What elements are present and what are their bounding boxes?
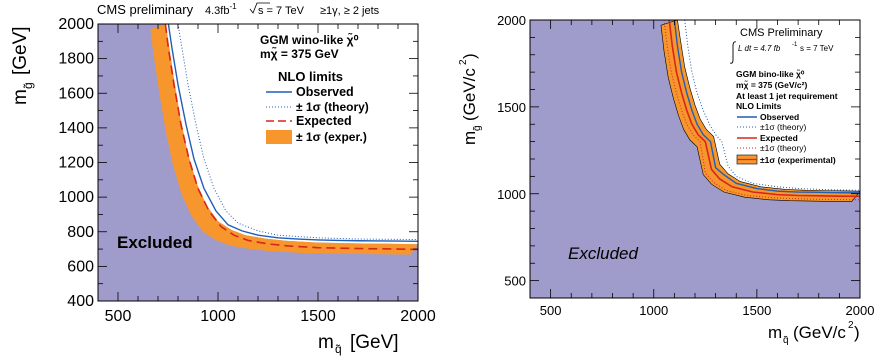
y-tick-label: 2000: [497, 13, 526, 28]
y-tick-label: 800: [67, 224, 94, 241]
y-tick-label: 1200: [58, 155, 94, 172]
svg-text:± 1σ (exper.): ± 1σ (exper.): [296, 130, 367, 144]
svg-text:Expected: Expected: [296, 114, 352, 128]
right-legend-theory-exp: ±1σ (theory): [737, 143, 806, 153]
right-legend-band: ±1σ (experimental): [736, 154, 836, 165]
left-legend-band: ± 1σ (exper.): [266, 130, 367, 144]
series-line-1: [684, 19, 861, 191]
right-x-axis-label: m q̃ (GeV/c 2 ): [768, 320, 860, 346]
svg-text:m: m: [10, 89, 31, 105]
y-tick-label: 1000: [58, 189, 94, 206]
left-sqrt-s: s = 7 TeV: [249, 2, 305, 17]
svg-text:): ): [460, 53, 479, 59]
excluded-region: [530, 20, 860, 298]
right-plot-area: 500 1000 1500 2000 500 1000 1500 2000: [497, 13, 874, 318]
svg-text:Observed: Observed: [296, 85, 354, 99]
series-line-0: [167, 23, 419, 242]
series-line-0: [673, 19, 861, 194]
x-tick-label: 1500: [300, 308, 336, 325]
svg-text:q̃: q̃: [783, 335, 789, 346]
x-tick-label: 500: [540, 303, 562, 318]
left-selection: ≥1γ, ≥ 2 jets: [320, 5, 380, 17]
left-title: CMS preliminary: [97, 2, 194, 17]
y-tick-label: 500: [504, 274, 526, 289]
svg-text:[GeV]: [GeV]: [350, 332, 399, 353]
right-chart: 500 1000 1500 2000 500 1000 1500 2000 CMS Preli…: [458, 13, 874, 346]
left-plot-area: 500 1000 1500 2000 400 600 800 1000 1200 1400 1600…: [58, 16, 435, 325]
y-tick-label: 1600: [58, 85, 94, 102]
right-excluded-label: Excluded: [568, 244, 638, 263]
left-model-mass: mχ̃ = 375 GeV: [260, 46, 339, 61]
svg-text:g̃: g̃: [21, 82, 35, 89]
right-legend-title: NLO Limits: [736, 101, 782, 111]
x-tick-label: 2000: [400, 308, 436, 325]
x-tick-label: 2000: [846, 303, 875, 318]
svg-text:(GeV/c: (GeV/c: [460, 68, 479, 121]
y-tick-label: 1000: [497, 187, 526, 202]
right-title: CMS Preliminary: [740, 27, 823, 39]
svg-text:q̃: q̃: [335, 342, 342, 356]
svg-text:): ): [854, 323, 860, 342]
y-tick-label: 400: [67, 293, 94, 310]
left-legend-observed: Observed: [266, 85, 354, 99]
left-x-axis-label: m q̃ [GeV]: [318, 332, 399, 356]
left-excluded-label: Excluded: [117, 233, 193, 252]
right-selection: At least 1 jet requirement: [736, 91, 838, 101]
svg-text:m: m: [460, 131, 479, 145]
y-tick-label: 1800: [58, 51, 94, 68]
svg-text:± 1σ (theory): ± 1σ (theory): [296, 100, 369, 114]
right-y-axis-label: m g̃ (GeV/c 2 ): [458, 53, 483, 145]
y-tick-label: 600: [67, 258, 94, 275]
svg-text:2: 2: [848, 320, 854, 331]
x-tick-label: 1000: [200, 308, 236, 325]
svg-text:s = 7 TeV: s = 7 TeV: [800, 44, 834, 53]
svg-text:±1σ (theory): ±1σ (theory): [760, 122, 806, 132]
svg-text:(GeV/c: (GeV/c: [793, 323, 846, 342]
svg-text:-1: -1: [792, 42, 798, 48]
svg-text:±1σ (theory): ±1σ (theory): [760, 143, 806, 153]
svg-text:g̃: g̃: [472, 125, 483, 131]
left-chart: CMS preliminary 4.3fb-1 s = 7 TeV ≥1γ, ≥…: [10, 2, 436, 356]
right-legend-expected: Expected: [737, 133, 798, 143]
left-model-label: GGM wino-like χ̃⁰: [260, 32, 359, 47]
svg-text:m: m: [768, 323, 782, 342]
svg-text:±1σ (experimental): ±1σ (experimental): [760, 155, 836, 165]
x-tick-label: 1000: [639, 303, 668, 318]
svg-text:m: m: [318, 332, 334, 353]
excluded-region: [98, 24, 418, 301]
y-tick-label: 1400: [58, 120, 94, 137]
left-legend-title: NLO limits: [278, 69, 343, 84]
svg-text:s = 7 TeV: s = 7 TeV: [258, 5, 305, 17]
svg-text:2: 2: [458, 59, 469, 65]
left-lumi: 4.3fb-1: [205, 2, 237, 17]
x-tick-label: 1500: [742, 303, 771, 318]
right-lumi: L dt = 4.7 fb -1 s = 7 TeV: [729, 41, 834, 64]
left-y-axis-label: m g̃ [GeV]: [10, 26, 35, 105]
svg-text:[GeV]: [GeV]: [10, 26, 31, 75]
left-legend-theory: ± 1σ (theory): [266, 100, 369, 114]
y-tick-label: 1500: [497, 100, 526, 115]
right-model-label: GGM bino-like χ̃⁰: [736, 68, 805, 79]
svg-text:L dt = 4.7 fb: L dt = 4.7 fb: [738, 44, 781, 53]
right-legend-theory-obs: ±1σ (theory): [737, 122, 806, 132]
series-line-3: [663, 19, 861, 201]
x-tick-label: 500: [105, 308, 132, 325]
y-tick-label: 2000: [58, 16, 94, 33]
right-legend-observed: Observed: [737, 112, 799, 122]
right-model-mass: mχ̃ = 375 (GeV/c²): [736, 79, 807, 90]
svg-text:Expected: Expected: [760, 133, 798, 143]
series-line-2: [668, 19, 861, 198]
svg-text:Observed: Observed: [760, 112, 799, 122]
left-legend-expected: Expected: [266, 114, 352, 128]
